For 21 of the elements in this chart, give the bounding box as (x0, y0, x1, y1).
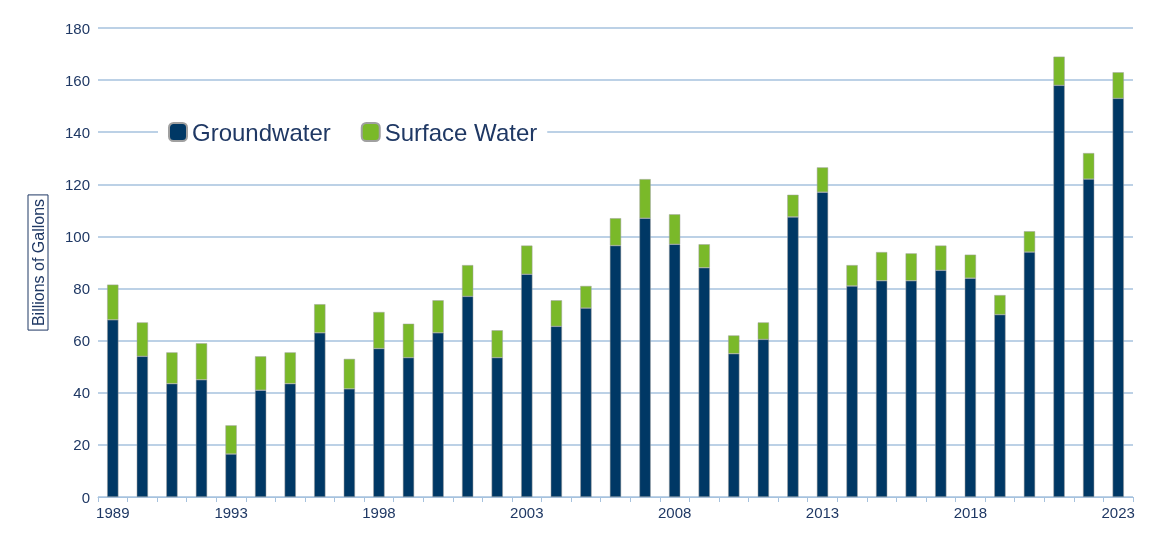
y-tick-label: 100 (64, 227, 90, 245)
y-tick-label: 160 (64, 71, 90, 89)
y-tick-label: 60 (73, 332, 90, 350)
y-tick-label: 0 (81, 488, 90, 506)
y-tick-label: 180 (64, 19, 90, 37)
x-tick-label: 2018 (953, 504, 988, 521)
x-tick-label: 2013 (805, 504, 840, 521)
x-tick-label: 2003 (510, 504, 544, 521)
y-tick-label: 120 (64, 175, 90, 193)
y-tick-label: 140 (64, 123, 90, 141)
y-tick-label: 20 (73, 436, 90, 454)
legend-label: Groundwater (192, 118, 331, 146)
x-tick-label: 1993 (214, 504, 248, 521)
x-tick-label: 1998 (362, 504, 396, 521)
y-tick-label: 80 (73, 280, 90, 298)
x-tick-label: 2008 (657, 504, 692, 521)
y-tick-label: 40 (73, 384, 90, 402)
x-tick-label: 1989 (96, 504, 130, 521)
legend-label: Surface Water (384, 118, 538, 146)
x-tick-label: 2023 (1101, 504, 1135, 521)
y-axis-title: Billions of Gallons (29, 198, 47, 327)
